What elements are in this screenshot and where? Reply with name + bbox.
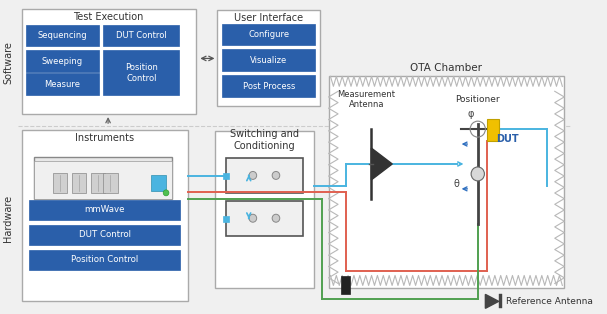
Bar — [328, 76, 565, 289]
Bar — [222, 75, 315, 97]
Bar — [499, 295, 501, 308]
Circle shape — [272, 214, 280, 222]
Text: Sequencing: Sequencing — [38, 31, 87, 40]
Bar — [34, 161, 172, 199]
Bar — [103, 51, 179, 95]
Bar — [72, 173, 86, 193]
Bar — [222, 50, 315, 71]
Text: Software: Software — [3, 41, 13, 84]
Polygon shape — [371, 148, 392, 180]
Text: Instruments: Instruments — [75, 133, 134, 143]
Text: Positioner: Positioner — [455, 95, 500, 104]
Circle shape — [471, 167, 484, 181]
Text: OTA Chamber: OTA Chamber — [410, 63, 483, 73]
Bar — [151, 175, 166, 191]
Bar — [214, 131, 314, 289]
Bar — [26, 51, 98, 72]
Bar — [223, 173, 229, 179]
Text: Post Process: Post Process — [243, 82, 295, 91]
Text: Switching and
Conditioning: Switching and Conditioning — [230, 129, 299, 151]
Bar — [226, 158, 303, 193]
Text: Test Execution: Test Execution — [73, 12, 144, 22]
Text: User Interface: User Interface — [234, 13, 304, 23]
Bar — [103, 173, 118, 193]
Text: Measure: Measure — [44, 80, 81, 89]
Bar — [29, 200, 180, 220]
Text: Measurement
Antenna: Measurement Antenna — [337, 89, 396, 109]
Bar — [29, 225, 180, 245]
Text: Position
Control: Position Control — [125, 63, 158, 83]
Bar — [91, 173, 105, 193]
Text: Position Control: Position Control — [71, 255, 138, 264]
Text: Visualize: Visualize — [250, 56, 287, 65]
Bar — [22, 9, 195, 114]
Bar — [26, 24, 98, 46]
Bar — [222, 24, 315, 46]
Text: θ: θ — [454, 179, 459, 189]
Bar — [487, 119, 499, 141]
Bar — [34, 157, 172, 199]
Circle shape — [163, 190, 169, 196]
Bar — [341, 276, 350, 295]
Text: mmWave: mmWave — [84, 205, 125, 214]
Text: Hardware: Hardware — [3, 195, 13, 242]
Polygon shape — [486, 295, 499, 308]
Bar — [26, 73, 98, 95]
Text: Reference Antenna: Reference Antenna — [506, 297, 593, 306]
Bar — [103, 24, 179, 46]
Bar — [22, 130, 188, 301]
Bar — [217, 10, 320, 106]
Text: DUT Control: DUT Control — [79, 230, 131, 239]
Text: DUT: DUT — [496, 134, 518, 144]
Bar — [223, 216, 229, 222]
Text: Configure: Configure — [248, 30, 290, 39]
Circle shape — [249, 171, 257, 179]
Circle shape — [272, 171, 280, 179]
Bar — [29, 250, 180, 269]
Text: DUT Control: DUT Control — [116, 31, 167, 40]
Bar — [53, 173, 67, 193]
Bar — [226, 201, 303, 236]
Text: Sweeping: Sweeping — [42, 57, 83, 66]
Circle shape — [249, 214, 257, 222]
Text: φ: φ — [468, 109, 474, 119]
